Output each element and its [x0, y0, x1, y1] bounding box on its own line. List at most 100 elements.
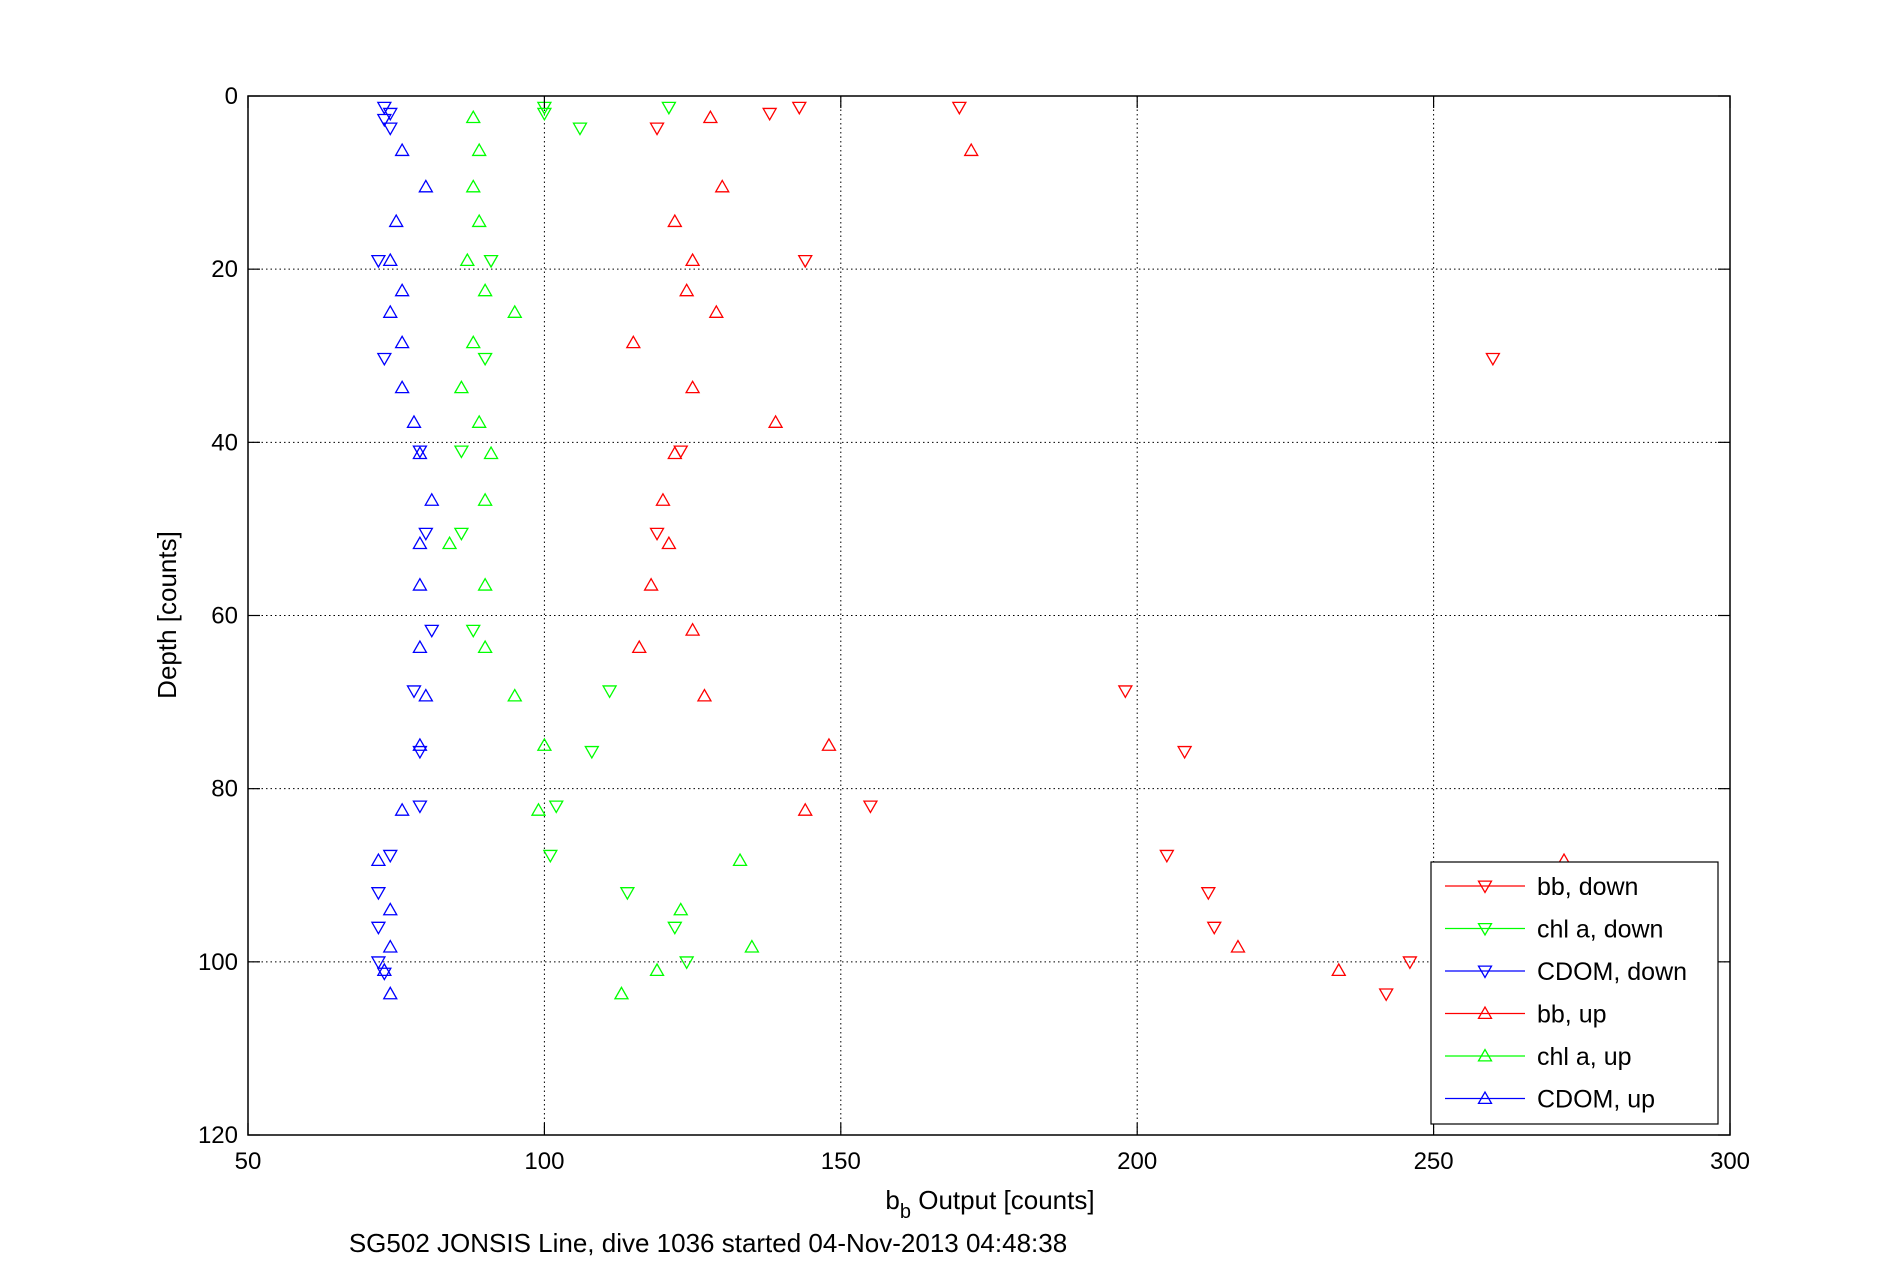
y-tick-label: 60: [211, 603, 238, 630]
y-tick-label: 20: [211, 256, 238, 283]
data-point: [382, 986, 398, 1000]
data-point: [382, 849, 398, 864]
data-point: [370, 956, 387, 970]
y-tick-label: 0: [225, 83, 238, 110]
data-point: [418, 527, 434, 542]
data-point: [406, 685, 422, 699]
data-point: [661, 535, 677, 550]
data-point: [412, 737, 428, 751]
data-point: [424, 624, 440, 639]
data-point: [714, 179, 730, 193]
data-point: [382, 252, 398, 267]
data-point: [465, 179, 481, 193]
data-point: [1378, 988, 1394, 1002]
legend-label: CDOM, up: [1537, 1086, 1655, 1114]
data-point: [1230, 939, 1246, 953]
data-point: [963, 142, 979, 157]
data-point: [477, 577, 493, 591]
data-point: [862, 800, 879, 814]
data-point: [679, 283, 695, 297]
data-point: [412, 745, 428, 760]
data-point: [388, 213, 404, 228]
data-point: [412, 577, 428, 591]
y-tick-label: 40: [211, 429, 238, 456]
data-point: [548, 800, 564, 814]
data-point: [708, 304, 724, 318]
legend-entry: CDOM, up: [1445, 1086, 1655, 1114]
data-point: [370, 921, 387, 936]
legend-label: chl a, down: [1537, 916, 1663, 944]
legend: bb, down chl a, down CDOM, down bb, up chl a…: [1430, 861, 1719, 1125]
data-point: [441, 535, 458, 550]
data-point: [696, 688, 713, 702]
legend-marker: [1477, 965, 1493, 979]
data-point: [613, 986, 630, 1000]
data-point: [382, 939, 398, 953]
data-point: [791, 101, 807, 116]
data-point: [625, 334, 641, 349]
data-point: [649, 527, 665, 542]
data-point: [394, 283, 410, 297]
data-point: [477, 639, 493, 654]
data-point: [382, 902, 398, 916]
data-point: [412, 535, 428, 550]
data-point: [1159, 849, 1175, 864]
series-bb-up: [625, 109, 1572, 977]
x-tick-label: 200: [1117, 1148, 1157, 1175]
y-tick-label: 100: [198, 949, 238, 976]
data-point: [584, 745, 600, 760]
data-point: [667, 921, 683, 936]
x-tick-label: 250: [1414, 1148, 1454, 1175]
data-point: [453, 379, 470, 394]
data-point: [477, 352, 493, 367]
data-point: [684, 252, 701, 267]
y-axis-label: Depth [counts]: [152, 531, 182, 699]
data-point: [394, 142, 410, 157]
data-point: [767, 414, 784, 428]
data-point: [762, 107, 778, 122]
legend-label: bb, up: [1537, 1001, 1607, 1029]
data-point: [453, 527, 470, 542]
data-point: [1206, 921, 1222, 936]
data-point: [631, 639, 647, 654]
data-point: [601, 685, 618, 699]
data-point: [394, 802, 410, 816]
data-point: [376, 967, 392, 981]
data-point: [465, 624, 481, 639]
legend-marker: [1477, 922, 1493, 937]
data-point: [412, 800, 428, 814]
x-tick-label: 150: [821, 1148, 861, 1175]
data-point: [459, 252, 475, 267]
data-point: [471, 142, 487, 157]
data-point: [406, 414, 422, 428]
data-point: [483, 254, 499, 269]
legend-marker: [1477, 1005, 1493, 1020]
data-point: [732, 852, 748, 867]
data-point: [382, 304, 398, 318]
data-point: [412, 445, 428, 460]
y-tick-label: 80: [211, 776, 238, 803]
data-point: [684, 379, 701, 394]
data-point: [376, 352, 392, 367]
data-point: [655, 492, 671, 506]
data-point: [483, 445, 499, 460]
data-point: [507, 304, 523, 318]
data-point: [1177, 745, 1193, 760]
data-point: [649, 962, 665, 977]
x-axis-label-main: b: [885, 1185, 899, 1215]
data-point: [667, 445, 683, 460]
x-axis-label-rest: Output [counts]: [911, 1185, 1095, 1215]
data-point: [418, 179, 434, 193]
data-point: [679, 956, 695, 970]
data-point: [536, 107, 553, 122]
x-tick-label: 100: [524, 1148, 564, 1175]
data-point: [424, 492, 440, 506]
data-point: [1331, 962, 1347, 977]
data-point: [471, 213, 487, 228]
legend-label: bb, down: [1537, 873, 1638, 901]
data-point: [1402, 956, 1418, 970]
x-axis-label: bb Output [counts]: [885, 1185, 1094, 1223]
series-cdom-up: [370, 142, 440, 1000]
x-tick-label: 50: [235, 1148, 262, 1175]
